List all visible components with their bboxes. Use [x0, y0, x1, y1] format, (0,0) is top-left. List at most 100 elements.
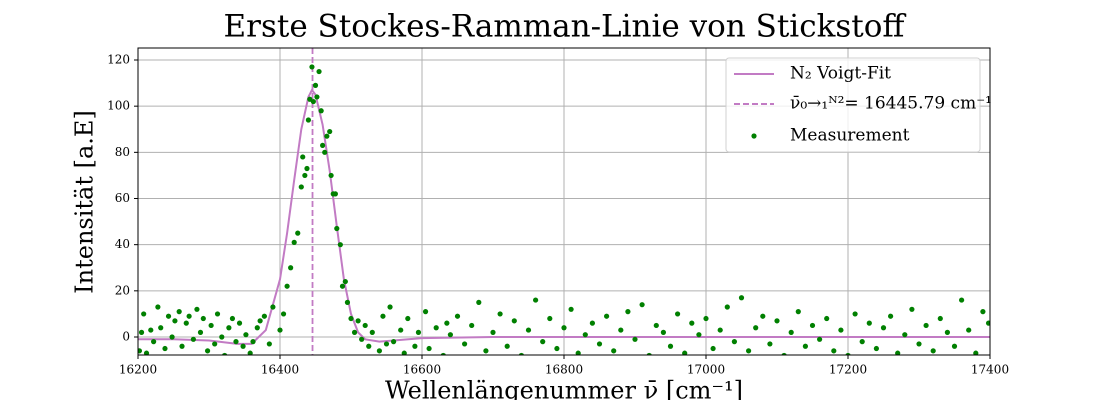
measurement-point [540, 339, 546, 345]
measurement-point [746, 348, 752, 354]
measurement-point [291, 239, 297, 245]
measurement-point [179, 343, 185, 349]
x-tick-label: 16400 [261, 363, 299, 377]
measurement-point [155, 304, 161, 310]
measurement-point [387, 304, 393, 310]
measurement-point [380, 313, 386, 319]
x-tick-label: 16800 [545, 363, 583, 377]
measurement-point [165, 313, 172, 319]
measurement-point [141, 311, 147, 317]
measurement-point [703, 315, 709, 322]
measurement-point [300, 154, 306, 160]
measurement-point [880, 325, 887, 331]
measurement-point [902, 332, 908, 338]
measurement-point [753, 325, 759, 331]
measurement-point [138, 348, 143, 354]
measurement-point [247, 350, 253, 355]
measurement-point [212, 341, 218, 347]
measurement-point [809, 322, 816, 329]
x-tick-label: 17400 [971, 363, 1009, 377]
measurement-point [362, 322, 368, 329]
measurement-point [738, 295, 745, 301]
measurement-point [866, 320, 872, 326]
measurement-point [172, 318, 178, 324]
measurement-point [444, 320, 450, 326]
measurement-point [222, 352, 228, 355]
measurement-point [433, 325, 439, 331]
measurement-point [339, 283, 346, 289]
measurement-point [337, 242, 343, 248]
measurement-point [334, 225, 340, 232]
measurement-point [183, 320, 189, 326]
measurement-point [731, 339, 738, 345]
measurement-point [302, 172, 308, 179]
measurement-point [270, 304, 276, 310]
measurement-point [589, 320, 596, 326]
measurement-point [236, 320, 243, 326]
measurement-point [937, 315, 943, 322]
measurement-point [415, 329, 422, 335]
measurement-point [533, 297, 539, 303]
measurement-point [469, 322, 475, 329]
measurement-point [190, 336, 196, 342]
measurement-point [320, 142, 326, 149]
measurement-point [398, 327, 404, 333]
measurement-point [355, 318, 361, 324]
x-tick-label: 16600 [403, 363, 441, 377]
measurement-point [277, 327, 283, 333]
measurement-point [219, 334, 225, 340]
measurement-point [316, 68, 322, 75]
measurement-point [138, 329, 145, 335]
measurement-point [582, 332, 588, 338]
measurement-point [328, 172, 334, 179]
measurement-point [547, 315, 553, 322]
measurement-point [710, 345, 716, 352]
measurement-point [689, 320, 695, 326]
measurement-point [888, 313, 894, 319]
measurement-point [332, 191, 338, 197]
measurement-point [497, 311, 503, 317]
measurement-point [257, 318, 263, 324]
x-tick-label: 17200 [829, 363, 867, 377]
measurement-point [895, 350, 901, 355]
measurement-point [916, 341, 922, 347]
grid [137, 48, 991, 355]
measurement-point [696, 332, 702, 338]
measurement-point [604, 313, 610, 319]
measurement-point [774, 318, 780, 324]
measurement-point [525, 327, 532, 333]
measurement-point [250, 339, 256, 345]
measurement-point [845, 352, 851, 355]
measurement-point [391, 339, 397, 345]
measurement-point [229, 315, 236, 322]
measurement-point [717, 327, 723, 333]
measurement-point [162, 345, 168, 352]
measurement-point [476, 299, 482, 305]
measurement-point [176, 309, 182, 315]
y-axis-label: Intensität [a.E] [71, 110, 99, 294]
y-tick-label: 0 [122, 329, 130, 343]
measurement-point [288, 265, 294, 271]
measurement-point [639, 302, 645, 308]
chart-title: Erste Stockes-Ramman-Linie von Stickstof… [224, 9, 907, 45]
measurement-point [788, 329, 794, 335]
measurement-point [344, 299, 351, 305]
measurement-point [322, 149, 328, 155]
legend-label: Measurement [790, 126, 910, 146]
legend-box [725, 57, 981, 153]
measurement-point [143, 350, 150, 355]
measurement-point [724, 304, 730, 310]
measurement-point [426, 345, 432, 352]
legend-label: ν̄₀→₁ᴺ²= 16445.79 cm⁻¹ [790, 94, 992, 114]
measurement-point [214, 311, 221, 317]
measurement-point [923, 322, 929, 329]
measurement-point [554, 345, 560, 352]
measurement-point [667, 343, 674, 349]
measurement-point [909, 306, 915, 312]
measurement-point [817, 336, 823, 342]
measurement-point [169, 334, 175, 340]
measurement-point [200, 315, 206, 322]
measurement-point [838, 327, 844, 333]
measurement-point [197, 329, 204, 335]
measurement-point [682, 350, 688, 355]
